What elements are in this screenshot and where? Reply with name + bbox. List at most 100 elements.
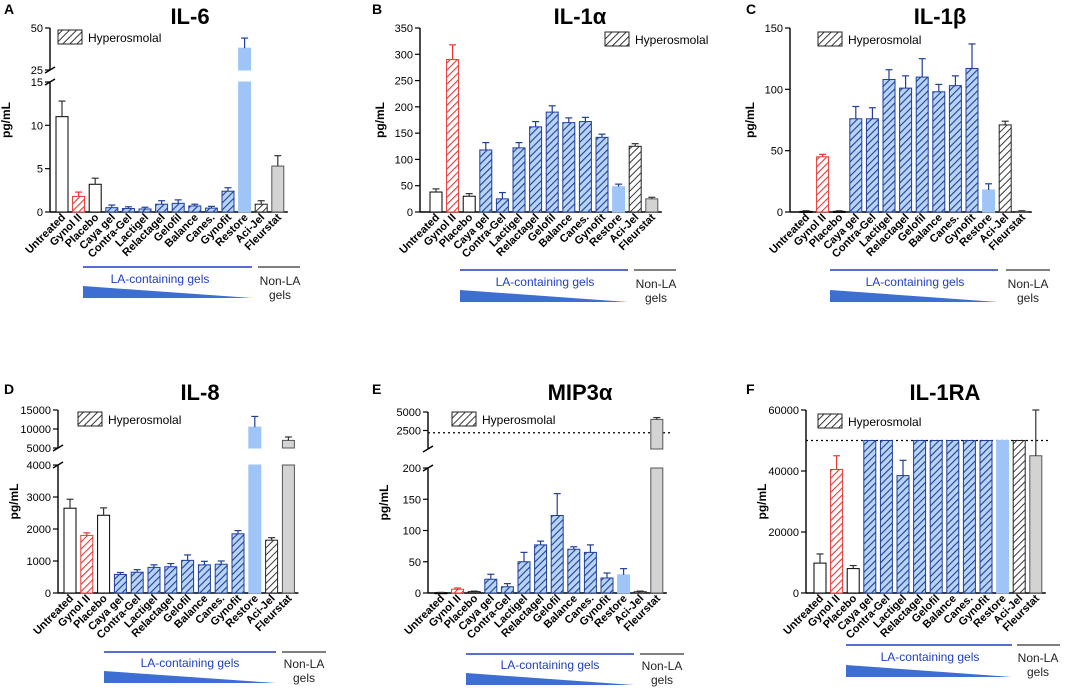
bar	[645, 198, 659, 213]
la-group-label: LA-containing gels	[881, 650, 980, 664]
bar	[612, 186, 626, 213]
y-tick-label: 350	[395, 23, 413, 35]
la-gradient-ramp	[83, 286, 252, 298]
y-tick-label: 250	[395, 76, 413, 88]
y-axis-label: pg/mL	[377, 485, 391, 521]
y-tick-label: 3000	[27, 492, 51, 504]
bar	[529, 126, 543, 213]
y-tick-label: 60000	[768, 405, 799, 417]
legend-swatch	[57, 29, 83, 45]
bar	[105, 207, 119, 213]
bar	[865, 118, 879, 213]
y-tick-label: 0	[45, 588, 51, 600]
bar	[633, 591, 647, 594]
legend-label: Hyperosmolal	[108, 413, 181, 427]
non-la-group-label: Non-LA	[636, 277, 677, 291]
chart-title: IL-6	[170, 4, 209, 29]
y-tick-label: 200	[403, 463, 421, 475]
bar	[962, 440, 976, 594]
legend-label: Hyperosmolal	[88, 31, 161, 45]
chart-title: MIP3α	[548, 380, 613, 405]
panel-F: F IL-1RApg/mL0200004000060000UntreatedGyn…	[746, 380, 1060, 679]
y-tick-label: 5	[37, 164, 43, 176]
bar	[1012, 440, 1026, 594]
y-tick-label: 4000	[27, 460, 51, 472]
bar	[265, 539, 279, 594]
bar	[545, 111, 559, 213]
bar	[238, 81, 252, 213]
axis-break-mark	[52, 461, 64, 469]
y-tick-label: 200	[395, 102, 413, 114]
bar	[281, 439, 295, 449]
bar	[171, 202, 185, 213]
bar	[534, 544, 548, 594]
y-tick-label: 2000	[27, 524, 51, 536]
y-tick-label: 5000	[397, 407, 421, 419]
legend-swatch	[817, 31, 843, 47]
bar	[550, 515, 564, 594]
bar	[929, 440, 943, 594]
y-tick-label: 0	[777, 207, 783, 219]
bar	[271, 165, 285, 213]
panel-letter: B	[372, 1, 382, 17]
bar	[650, 418, 664, 450]
y-axis-label: pg/mL	[0, 102, 13, 138]
axis-break-mark	[422, 464, 434, 472]
panel-letter: F	[746, 381, 755, 397]
panel-letter: A	[4, 1, 14, 17]
y-tick-label: 5000	[27, 443, 51, 455]
y-tick-label: 0	[37, 207, 43, 219]
y-tick-label: 0	[407, 207, 413, 219]
bar	[248, 426, 262, 449]
y-axis-label: pg/mL	[7, 484, 21, 520]
bar	[484, 578, 498, 594]
panel-E: E MIP3αpg/mL05010015020025005000Untreated…	[372, 380, 684, 687]
bar	[88, 183, 102, 213]
chart-title: IL-8	[180, 380, 219, 405]
bar	[121, 208, 135, 213]
bar	[429, 191, 443, 213]
bar	[281, 464, 295, 594]
y-tick-label: 10000	[20, 424, 51, 436]
bar	[254, 203, 268, 213]
bar	[446, 59, 460, 213]
bar	[562, 122, 576, 213]
bar	[221, 190, 235, 213]
bar	[147, 566, 161, 594]
bar	[595, 136, 609, 213]
non-la-group-label: gels	[645, 291, 667, 305]
legend-swatch	[77, 411, 103, 427]
bar	[467, 591, 481, 594]
bar	[231, 533, 245, 594]
y-axis-label: pg/mL	[373, 102, 387, 138]
y-tick-label: 50	[771, 146, 783, 158]
bar	[155, 203, 169, 213]
non-la-group-label: Non-LA	[642, 659, 683, 673]
bar	[979, 440, 993, 594]
la-gradient-ramp	[460, 290, 628, 302]
y-tick-label: 0	[415, 588, 421, 600]
y-tick-label: 2500	[397, 426, 421, 438]
y-tick-label: 40000	[768, 466, 799, 478]
bar	[578, 121, 592, 213]
non-la-group-label: Non-LA	[1008, 277, 1049, 291]
bar	[998, 124, 1012, 213]
y-tick-label: 150	[395, 128, 413, 140]
bar	[130, 571, 144, 594]
bar	[863, 440, 877, 594]
bar	[197, 564, 211, 594]
bar	[830, 468, 844, 594]
y-tick-label: 100	[395, 154, 413, 166]
y-tick-label: 50	[401, 181, 413, 193]
bar	[495, 198, 509, 213]
y-tick-label: 150	[403, 494, 421, 506]
panel-letter: E	[372, 381, 381, 397]
bar	[204, 207, 218, 213]
legend-swatch	[451, 411, 477, 427]
non-la-group-label: gels	[269, 288, 291, 302]
bar	[462, 195, 476, 213]
panel-B: B IL-1αpg/mL050100150200250300350Untreate…	[372, 1, 708, 305]
y-tick-label: 0	[793, 588, 799, 600]
y-tick-label: 150	[765, 23, 783, 35]
legend-label: Hyperosmolal	[635, 33, 708, 47]
